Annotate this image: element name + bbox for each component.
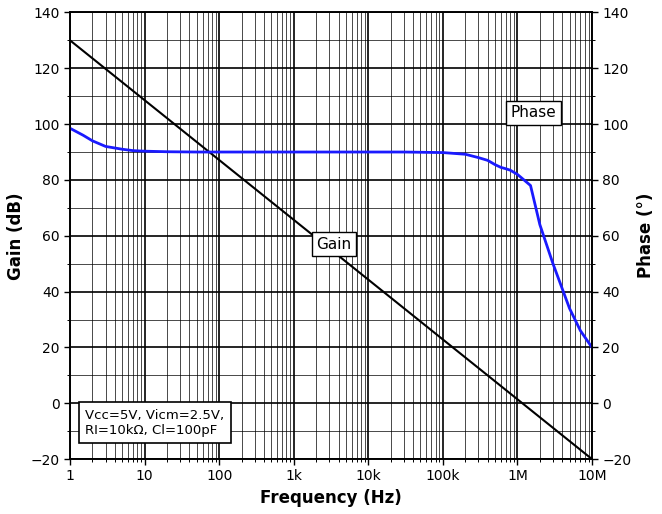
Text: Phase: Phase: [510, 105, 556, 120]
X-axis label: Frequency (Hz): Frequency (Hz): [260, 489, 402, 507]
Y-axis label: Phase (°): Phase (°): [637, 193, 655, 279]
Y-axis label: Gain (dB): Gain (dB): [7, 192, 25, 280]
Text: Vcc=5V, Vicm=2.5V,
RI=10kΩ, Cl=100pF: Vcc=5V, Vicm=2.5V, RI=10kΩ, Cl=100pF: [85, 409, 224, 437]
Text: Gain: Gain: [316, 236, 352, 252]
